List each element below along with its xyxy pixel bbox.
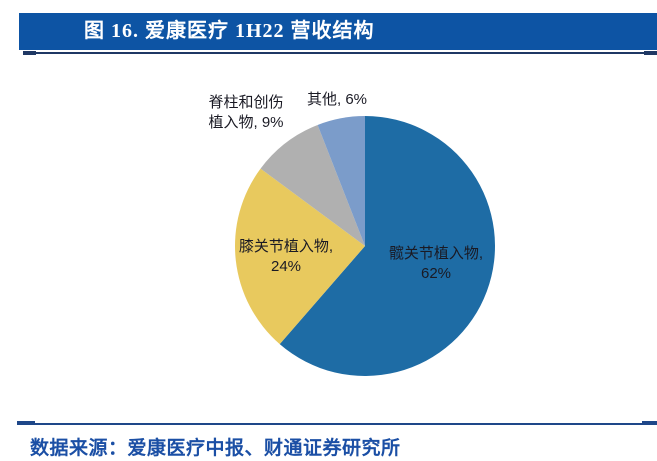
header-divider-right-cap [644,51,657,55]
pie-slice-2 [260,124,365,246]
footer-divider [17,423,657,425]
pie-slice-0 [279,116,495,376]
figure-title-bar: 图 16. 爱康医疗 1H22 营收结构 [19,13,657,50]
pie-label-hip-implants: 髋关节植入物, 62% [379,244,493,284]
pie-label-line: 62% [420,265,452,282]
figure-title: 图 16. 爱康医疗 1H22 营收结构 [84,20,375,42]
pie-chart [235,116,495,376]
pie-label-line: 脊柱和创伤 [208,94,284,111]
pie-slice-1 [235,168,365,345]
pie-label-other: 其他, 6% [299,90,375,110]
pie-label-knee-implants: 膝关节植入物, 24% [230,237,342,277]
data-source-text: 数据来源：爱康医疗中报、财通证券研究所 [30,438,401,459]
pie-slice-3 [317,116,365,246]
header-divider [23,52,657,54]
pie-label-line: 24% [270,258,302,275]
pie-label-line: 髋关节植入物, [388,245,484,262]
header-divider-left-cap [23,51,36,55]
pie-label-spine-trauma-implants: 脊柱和创伤 植入物, 9% [196,93,296,133]
footer-divider-right-cap [642,421,657,425]
footer-divider-left-cap [17,421,35,425]
pie-label-line: 膝关节植入物, [238,238,334,255]
pie-label-line: 植入物, 9% [208,114,284,131]
pie-label-line: 其他, 6% [306,91,367,108]
